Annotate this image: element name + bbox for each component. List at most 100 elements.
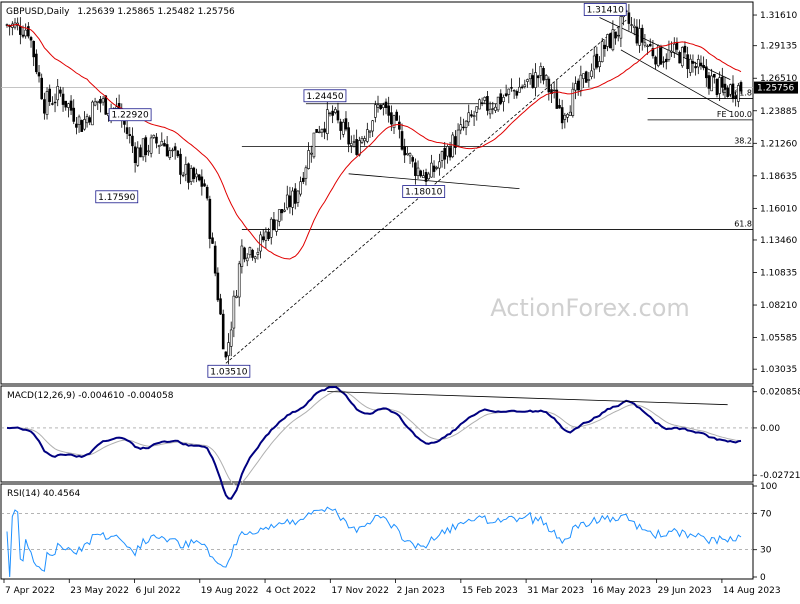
candle-body — [304, 167, 308, 179]
swing-label-box — [95, 190, 139, 204]
candle-body — [320, 129, 324, 133]
candle-body — [734, 95, 737, 100]
header-ohlc: 1.25639 1.25865 1.25482 1.25756 — [77, 7, 235, 17]
candle-body — [256, 252, 260, 255]
candle-body — [173, 146, 177, 151]
date-tick-label: 7 Apr 2022 — [5, 586, 55, 596]
candle-body — [61, 93, 65, 105]
candle-body — [619, 16, 623, 39]
swing-label-box — [207, 364, 251, 378]
candle-body — [496, 96, 500, 111]
price-tick-label: 1.23885 — [760, 107, 797, 117]
price-tick-label: 1.29135 — [760, 42, 797, 52]
candle-body — [638, 28, 641, 46]
candle-body — [99, 99, 102, 104]
candle-body — [160, 141, 164, 146]
candle-body — [259, 234, 262, 252]
candle-body — [157, 145, 161, 147]
candle-body — [136, 147, 140, 166]
candle-body — [438, 161, 441, 169]
candle-body — [35, 53, 38, 73]
candle-body — [656, 45, 660, 67]
candle-body — [77, 116, 81, 125]
candle-body — [253, 256, 257, 260]
candle-body — [443, 148, 447, 160]
date-tick-label: 17 Nov 2022 — [331, 586, 389, 596]
candle-body — [272, 219, 276, 231]
price-tick-label: 1.13460 — [760, 236, 797, 246]
candle-body — [560, 107, 564, 124]
rsi-tick-label: 30 — [760, 546, 772, 556]
symbol-label: GBPUSD,Daily 1.25639 1.25865 1.25482 1.2… — [6, 7, 235, 17]
rising-trendline — [225, 19, 627, 364]
swing-label-box — [583, 3, 627, 16]
candle-body — [85, 116, 89, 124]
candle-body — [718, 77, 721, 94]
candle-body — [27, 26, 30, 37]
candle-body — [285, 194, 289, 209]
candle-body — [229, 329, 233, 347]
candle-body — [333, 108, 337, 113]
swing-label-box — [402, 185, 446, 198]
candle-body — [608, 33, 612, 49]
candle-body — [729, 84, 732, 95]
fib-label: FE 61.8 — [722, 89, 752, 98]
swing-label-text: 1.18010 — [405, 188, 442, 198]
date-tick-label: 19 Aug 2022 — [201, 586, 259, 596]
candle-body — [448, 147, 452, 158]
candle-body — [464, 120, 468, 128]
candle-body — [248, 247, 252, 256]
candle-body — [235, 295, 238, 298]
candle-body — [710, 75, 713, 92]
candle-body — [478, 99, 481, 110]
date-tick-label: 29 Jun 2023 — [658, 586, 712, 596]
fib-label: 61.8 — [734, 220, 752, 229]
candle-body — [179, 153, 182, 175]
candle-body — [606, 34, 609, 47]
candle-body — [702, 64, 705, 69]
candle-body — [688, 58, 692, 73]
candle-body — [75, 123, 78, 128]
candle-body — [376, 104, 380, 108]
candle-body — [347, 127, 350, 145]
candle-body — [486, 96, 489, 111]
candle-body — [232, 295, 236, 329]
candle-body — [128, 134, 132, 136]
candle-body — [584, 71, 588, 83]
candle-body — [352, 141, 356, 143]
price-tick-label: 1.05585 — [760, 334, 797, 344]
candle-body — [470, 114, 473, 117]
candle-body — [88, 117, 92, 123]
candle-body — [133, 146, 137, 164]
candle-body — [355, 139, 358, 155]
price-tick-label: 1.18635 — [760, 172, 797, 182]
candle-body — [576, 80, 580, 91]
rsi-tick-label: 100 — [760, 482, 777, 492]
candle-body — [555, 89, 559, 109]
current-price-tag — [754, 81, 798, 94]
candle-body — [165, 144, 169, 157]
candle-body — [358, 140, 361, 156]
candle-body — [488, 108, 492, 115]
candle-body — [427, 173, 431, 180]
candle-body — [240, 245, 244, 267]
candle-body — [648, 44, 652, 47]
candle-body — [528, 73, 532, 80]
price-tick-label: 1.26510 — [760, 74, 797, 84]
swing-label-text: 1.24450 — [306, 92, 343, 102]
candle-body — [197, 174, 201, 181]
candle-body — [382, 104, 385, 108]
candle-body — [705, 66, 708, 79]
candle-body — [731, 83, 735, 99]
candle-body — [171, 149, 174, 152]
candle-body — [29, 37, 33, 41]
candle-body — [499, 93, 503, 104]
candle-body — [392, 115, 396, 129]
candle-body — [19, 26, 22, 35]
candle-body — [571, 88, 575, 116]
candle-body — [672, 43, 676, 53]
candle-body — [115, 106, 118, 109]
candle-body — [595, 53, 599, 68]
candle-body — [56, 86, 60, 101]
candle-body — [149, 137, 153, 154]
